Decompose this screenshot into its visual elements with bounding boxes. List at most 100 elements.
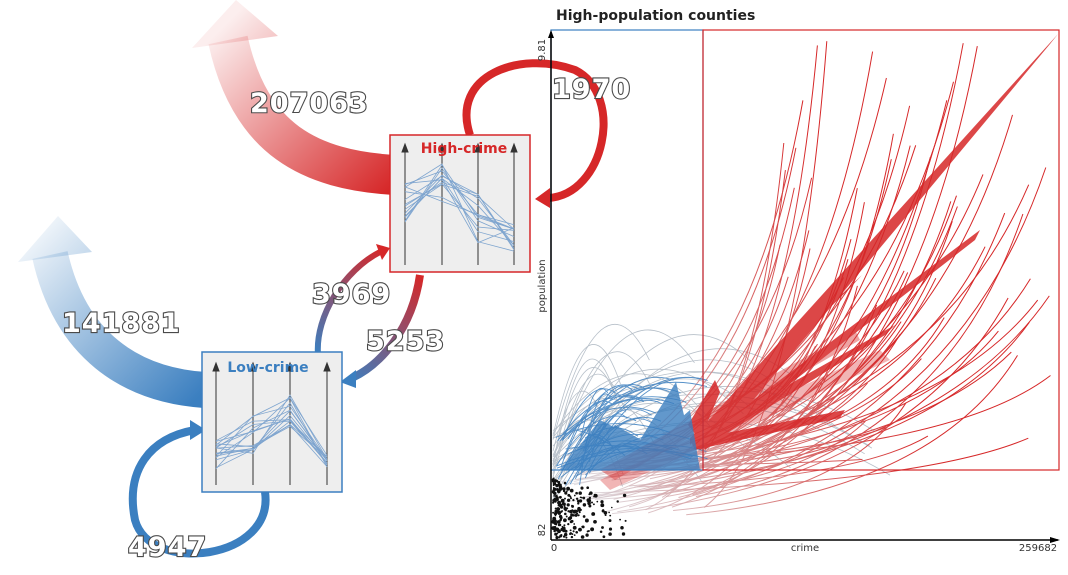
curve — [552, 329, 695, 468]
data-dot — [553, 511, 558, 516]
data-dot — [570, 513, 574, 517]
profile-line — [215, 424, 328, 458]
y-axis: 9.81 population 82 — [537, 30, 554, 540]
high-to-low-flow-arrow — [340, 274, 424, 388]
data-dot — [561, 502, 565, 506]
curve — [557, 396, 644, 442]
data-dot — [562, 489, 566, 493]
curve — [556, 415, 637, 466]
data-dot — [586, 486, 590, 490]
profile-line — [404, 177, 515, 242]
profile-line — [404, 191, 515, 230]
data-dot — [557, 504, 560, 507]
high-crime-node[interactable]: High-crime — [389, 134, 531, 273]
data-dot — [608, 532, 612, 536]
data-dots — [551, 477, 627, 540]
curve — [665, 167, 1047, 498]
high-crime-outflow-arrow — [192, 0, 397, 195]
data-dot — [575, 491, 578, 495]
low-crime-node[interactable]: Low-crime — [201, 351, 343, 493]
curve — [645, 304, 878, 491]
data-dot — [567, 522, 570, 526]
data-dot — [558, 483, 562, 488]
data-dot — [557, 500, 561, 505]
high-crime-parallel-axes — [401, 142, 518, 265]
data-dot — [556, 532, 559, 535]
curve — [673, 402, 907, 511]
low-crime-parallel-axes — [212, 361, 331, 485]
data-dot — [577, 502, 580, 505]
high-crime-profile-lines — [404, 163, 515, 252]
y-axis-max-label: 9.81 — [537, 39, 548, 61]
curve — [578, 351, 1012, 479]
curve — [611, 297, 1009, 515]
high-crime-selection-box[interactable] — [702, 29, 1060, 471]
low-crime-label: Low-crime — [227, 360, 308, 376]
data-dot — [556, 510, 561, 514]
data-dot — [601, 509, 605, 513]
data-dot — [566, 498, 571, 502]
data-dot — [621, 532, 626, 536]
data-dot — [592, 503, 595, 506]
data-dot — [564, 491, 568, 495]
data-dot — [553, 525, 557, 529]
low-crime-profile-lines — [215, 394, 328, 469]
data-dot — [552, 484, 555, 487]
data-dot — [585, 533, 589, 537]
data-dot — [569, 532, 573, 535]
curve — [557, 376, 674, 480]
data-dot — [588, 493, 591, 496]
data-dot — [557, 480, 560, 484]
data-dot — [555, 483, 559, 488]
data-dot — [572, 525, 577, 530]
data-dot — [608, 519, 612, 523]
data-dot — [580, 496, 583, 499]
x-axis-label: crime — [791, 543, 819, 554]
data-dot — [600, 500, 604, 504]
plot-title: High-population counties — [556, 8, 755, 24]
y-axis-label: population — [537, 259, 548, 312]
data-dot — [578, 491, 582, 495]
data-dot — [559, 534, 563, 538]
data-dot — [586, 530, 589, 533]
low-crime-outflow-arrow — [18, 216, 207, 408]
curve — [562, 334, 901, 503]
data-dot — [591, 512, 596, 516]
data-dot — [558, 514, 563, 519]
data-dot — [559, 504, 562, 507]
profile-line — [215, 402, 328, 466]
data-dot — [553, 495, 556, 497]
data-dot — [557, 529, 561, 534]
profile-line — [404, 170, 515, 226]
data-dot — [611, 506, 613, 509]
data-dot — [573, 509, 578, 514]
data-dot — [601, 526, 604, 529]
curve — [552, 324, 650, 440]
curve — [580, 387, 609, 441]
curve — [585, 384, 647, 435]
data-dot — [620, 526, 624, 530]
data-dot — [562, 487, 566, 491]
low-crime-self-count: 4947 — [128, 532, 207, 563]
profile-line — [404, 179, 515, 244]
profile-line — [215, 397, 328, 456]
data-dot — [593, 495, 595, 498]
curve — [575, 382, 868, 481]
curve — [552, 334, 755, 498]
data-dot — [608, 511, 610, 514]
curve — [552, 344, 621, 436]
curve — [695, 213, 1024, 497]
curve — [628, 321, 1030, 487]
data-dot — [559, 518, 562, 521]
data-dot — [575, 530, 579, 534]
data-dot — [582, 496, 586, 500]
data-dot — [587, 501, 591, 506]
data-dot — [553, 520, 557, 524]
data-dot — [554, 507, 557, 510]
data-dot — [565, 536, 568, 539]
data-dot — [573, 534, 576, 536]
data-dot — [602, 535, 606, 539]
data-dot — [552, 516, 557, 521]
data-dot — [554, 514, 557, 517]
data-dot — [572, 530, 575, 533]
